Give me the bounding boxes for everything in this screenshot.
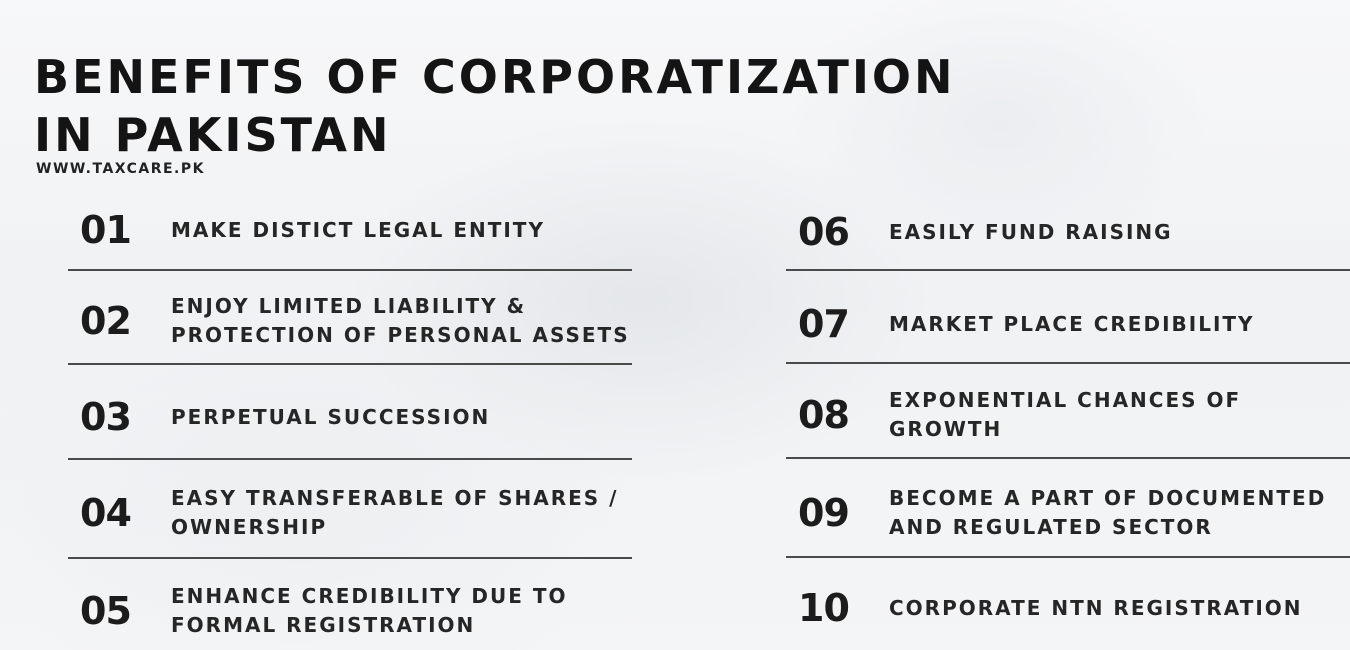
divider — [786, 457, 1350, 459]
benefit-item-05: 05 ENHANCE CREDIBILITY DUE TO FORMAL REG… — [68, 581, 632, 641]
benefit-label: EASY TRANSFERABLE OF SHARES / OWNERSHIP — [171, 486, 619, 539]
website-url: WWW.TAXCARE.PK — [36, 161, 205, 177]
benefit-item-08: 08 EXPONENTIAL CHANCES OF GROWTH — [786, 385, 1350, 445]
benefit-label: MARKET PLACE CREDIBILITY — [889, 311, 1255, 336]
benefit-number: 10 — [798, 586, 850, 630]
benefit-item-06: 06 EASILY FUND RAISING — [786, 207, 1350, 257]
benefit-number: 05 — [80, 589, 132, 633]
divider — [786, 269, 1350, 271]
benefit-label: EXPONENTIAL CHANCES OF GROWTH — [889, 388, 1242, 441]
benefit-number: 08 — [798, 393, 850, 437]
benefit-label: MAKE DISTICT LEGAL ENTITY — [171, 217, 545, 242]
divider — [786, 556, 1350, 558]
benefit-label: ENHANCE CREDIBILITY DUE TO FORMAL REGIST… — [171, 584, 568, 637]
benefit-number: 06 — [798, 210, 850, 254]
benefit-number: 01 — [80, 208, 132, 252]
benefit-label: PERPETUAL SUCCESSION — [171, 404, 491, 429]
benefit-label: CORPORATE NTN REGISTRATION — [889, 595, 1303, 620]
benefit-number: 07 — [798, 302, 850, 346]
divider — [68, 363, 632, 365]
divider — [68, 458, 632, 460]
divider — [786, 362, 1350, 364]
divider — [68, 269, 632, 271]
benefit-label: ENJOY LIMITED LIABILITY & PROTECTION OF … — [171, 294, 630, 347]
benefit-label: BECOME A PART OF DOCUMENTED AND REGULATE… — [889, 486, 1327, 539]
benefit-number: 03 — [80, 395, 132, 439]
benefit-item-07: 07 MARKET PLACE CREDIBILITY — [786, 299, 1350, 349]
benefit-item-02: 02 ENJOY LIMITED LIABILITY & PROTECTION … — [68, 291, 632, 351]
divider — [68, 557, 632, 559]
benefit-number: 02 — [80, 299, 132, 343]
benefit-item-01: 01 MAKE DISTICT LEGAL ENTITY — [68, 205, 632, 255]
benefit-item-04: 04 EASY TRANSFERABLE OF SHARES / OWNERSH… — [68, 483, 632, 543]
benefit-item-10: 10 CORPORATE NTN REGISTRATION — [786, 583, 1350, 633]
benefit-item-03: 03 PERPETUAL SUCCESSION — [68, 392, 632, 442]
benefit-label: EASILY FUND RAISING — [889, 219, 1173, 244]
benefit-item-09: 09 BECOME A PART OF DOCUMENTED AND REGUL… — [786, 483, 1350, 543]
benefit-number: 09 — [798, 491, 850, 535]
page-title: BENEFITS OF CORPORATIZATION IN PAKISTAN — [34, 50, 956, 162]
benefit-number: 04 — [80, 491, 132, 535]
